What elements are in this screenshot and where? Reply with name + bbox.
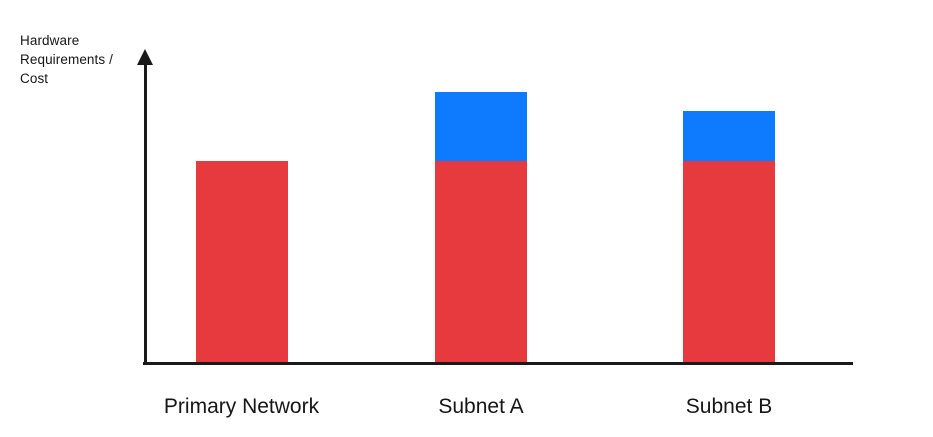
bar-subnet-a-red-base-segment [435,160,527,362]
bar-subnet-b [683,110,775,362]
bar-subnet-b-blue-top-segment [683,110,775,161]
bar-subnet-a-blue-top-segment [435,92,527,161]
category-label-primary-network: Primary Network [163,394,320,418]
y-axis-title-line-2: Requirements / [20,52,113,67]
bar-subnet-b-red-base-segment [683,160,775,362]
y-axis-title-line-3: Cost [20,71,49,86]
x-axis-line [143,362,853,365]
bar-primary-network [195,160,288,362]
category-label-subnet-a: Subnet A [438,394,524,418]
y-axis-title: Hardware Requirements / Cost [20,31,113,88]
y-axis-arrow-icon [137,49,153,65]
bar-subnet-a [435,92,527,362]
bar-primary-network-red-base-segment [195,160,288,362]
y-axis-line [144,60,147,365]
y-axis-title-line-1: Hardware [20,33,80,48]
category-label-subnet-b: Subnet B [685,394,773,418]
